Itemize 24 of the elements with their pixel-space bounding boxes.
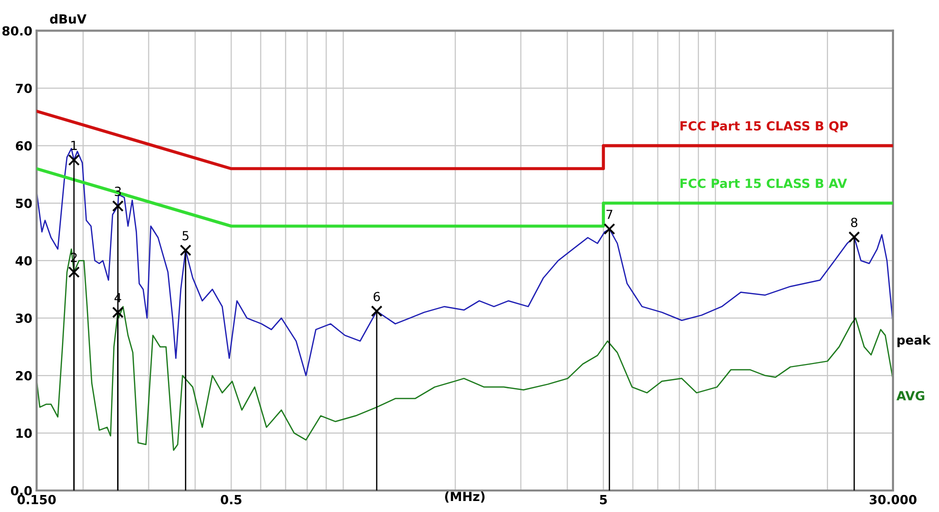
- y-tick-label: 30: [16, 314, 32, 324]
- y-tick-label: 60: [16, 141, 32, 151]
- y-tick-label: 20: [16, 371, 32, 380]
- annotation: 8: [851, 218, 858, 228]
- y-tick-label: 80.0: [2, 26, 32, 36]
- x-tick-label: 5: [600, 495, 607, 504]
- y-tick-label: 40: [16, 256, 32, 266]
- x-tick-label: 0.150: [17, 494, 56, 504]
- series-label: FCC Part 15 CLASS B AV: [680, 178, 848, 188]
- y-tick-label: 50: [16, 198, 32, 208]
- series-label: FCC Part 15 CLASS B QP: [680, 121, 848, 132]
- y-axis-title: dBuV: [50, 14, 86, 24]
- x-tick-label: 0.5: [220, 494, 242, 504]
- series-label: AVG: [896, 390, 924, 400]
- annotation: 6: [374, 292, 380, 302]
- annotation: 7: [606, 210, 612, 219]
- series-label: peak: [897, 335, 931, 348]
- x-tick-label: 30.000: [870, 494, 917, 504]
- annotation: 5: [182, 231, 188, 240]
- annotation: 1: [71, 140, 77, 150]
- y-tick-label: 10: [16, 428, 32, 438]
- x-axis-title: (MHz): [445, 491, 485, 503]
- y-tick-label: 70: [16, 84, 32, 94]
- y-tick-label: 0.0: [10, 486, 32, 496]
